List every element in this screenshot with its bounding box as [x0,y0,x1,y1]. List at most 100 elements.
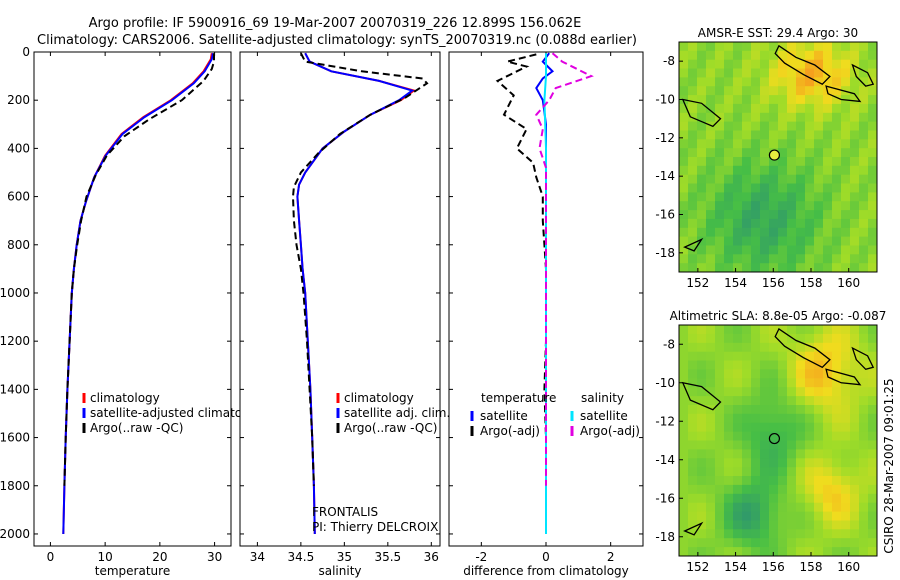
map-cell [715,130,725,140]
map-cell [769,511,779,522]
map-cell [850,413,860,424]
map-y-tick-label: -10 [655,93,675,107]
map-cell [679,387,689,397]
map-cell [760,227,770,238]
map-cell [724,529,734,539]
annotation-line: FRONTALIS [312,505,378,519]
map-cell [688,387,698,397]
map-cell [769,254,779,264]
map-cell [760,174,770,185]
map-cell [733,42,743,52]
map-cell [778,245,788,255]
map-cell [832,165,842,176]
map-cell [823,333,833,344]
map-cell [724,77,734,87]
map-cell [724,325,734,335]
map-cell [724,201,734,211]
map-cell [706,422,716,433]
map-cell [760,218,770,229]
map-cell [841,139,851,149]
map-cell [679,440,689,450]
map-cell [841,467,851,477]
map-cell [715,218,725,229]
map-cell [787,440,797,450]
map-cell [760,95,770,105]
map-cell [679,210,689,220]
map-cell [751,218,761,229]
map-cell [733,378,743,388]
x-tick-label: 35 [337,550,352,564]
map-cell [850,148,860,158]
map-cell [787,112,797,123]
map-cell [787,201,797,211]
map-cell [733,59,743,70]
map-cell [823,157,833,167]
map-cell [697,413,707,424]
map-cell [760,458,770,468]
map-cell [787,405,797,415]
map-cell [814,511,824,522]
map-cell [706,50,716,61]
map-cell [706,103,716,114]
map-cell [832,440,842,450]
map-cell [850,325,860,335]
map-cell [859,121,869,131]
map-cell [850,263,860,272]
map-cell [760,325,770,335]
map-cell [841,245,851,255]
map-cell [814,263,824,272]
map-cell [787,431,797,442]
map-cell [787,538,797,548]
map-cell [760,476,770,486]
map-cell [796,431,806,442]
map-cell [805,440,815,450]
map-cell [706,396,716,406]
x-tick-label: 36 [424,550,439,564]
map-cell [796,502,806,513]
map-cell [823,431,833,442]
map-cell [697,112,707,123]
map-cell [859,440,869,450]
coastline [774,327,831,369]
map-cell [742,502,752,513]
map-cell [697,227,707,238]
map-cell [814,342,824,353]
map-cell [841,218,851,229]
map-cell [832,50,842,61]
map-cell [769,68,779,78]
map-cell [751,351,761,362]
map-cell [679,183,689,193]
map-cell [778,511,788,522]
map-cell [859,529,869,539]
map-cell [715,378,725,388]
map-cell [733,192,743,202]
map-cell [805,360,815,370]
map-cell [742,77,752,87]
map-cell [760,351,770,362]
map-cell [697,165,707,176]
map-x-tick-label: 154 [724,276,747,290]
map-cell [868,183,877,193]
map-x-tick-label: 158 [800,276,823,290]
legend-label: satellite [480,409,528,423]
map-cell [787,351,797,362]
map-cell [850,520,860,530]
map-cell [814,502,824,513]
map-cell [733,476,743,486]
map-cell [868,422,877,433]
map-cell [742,351,752,362]
legend-heading: salinity [581,391,624,405]
map-cell [706,95,716,105]
map-cell [679,502,689,513]
map-cell [760,157,770,167]
map-cell [796,130,806,140]
map-cell [814,59,824,70]
map-cell [850,174,860,185]
map-cell [814,378,824,388]
map-cell [832,218,842,229]
map-cell [787,333,797,344]
map-cell [715,511,725,522]
map-cell [787,121,797,131]
map-cell [823,42,833,52]
map-cell [787,378,797,388]
